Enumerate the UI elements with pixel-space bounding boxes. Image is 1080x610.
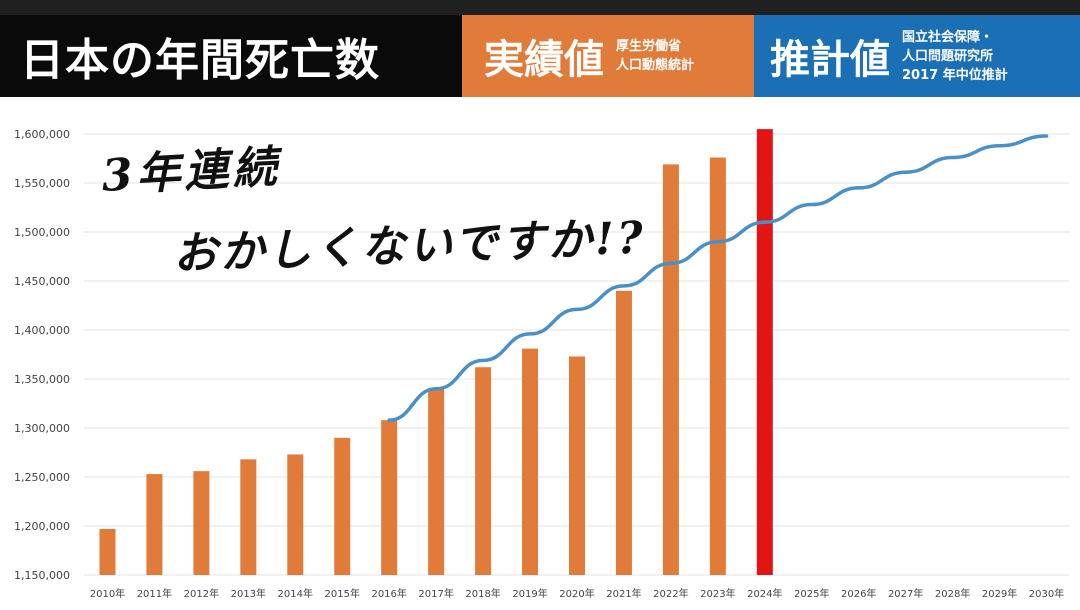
y-tick-label: 1,600,000 — [14, 128, 70, 141]
x-tick-label: 2017年 — [418, 587, 453, 600]
bar — [99, 528, 116, 575]
chart-title: 日本の年間死亡数 — [0, 15, 462, 97]
handwritten-comment: 3年連続 おかしくないですか!? — [100, 140, 647, 282]
bar — [381, 420, 398, 575]
bar — [756, 129, 773, 575]
x-tick-label: 2013年 — [231, 587, 266, 600]
actual-source-line: 厚生労働省 — [616, 39, 682, 54]
death-count-chart: 1,150,000 1,200,000 1,250,000 1,300,000 1,35… — [14, 128, 1070, 600]
x-tick-label: 2025年 — [794, 587, 829, 600]
bar — [334, 437, 351, 575]
x-tick-label: 2024年 — [747, 587, 782, 600]
x-tick-label: 2027年 — [888, 587, 923, 600]
x-tick-label: 2018年 — [465, 587, 500, 600]
top-strip — [0, 0, 1080, 15]
x-tick-label: 2026年 — [841, 587, 876, 600]
actual-source-note: 厚生労働省 人口動態統計 — [616, 37, 694, 75]
estimate-line — [387, 134, 1049, 422]
bar — [569, 356, 585, 575]
x-tick-label: 2029年 — [982, 587, 1017, 600]
bar — [522, 348, 539, 575]
y-tick-label: 1,200,000 — [14, 520, 70, 533]
y-tick-label: 1,250,000 — [14, 471, 70, 484]
actual-source-line: 人口動態統計 — [616, 58, 695, 73]
y-tick-label: 1,400,000 — [14, 324, 70, 337]
x-tick-label: 2020年 — [559, 587, 594, 600]
y-tick-label: 1,150,000 — [14, 569, 70, 582]
x-tick-label: 2012年 — [184, 587, 219, 600]
bar — [287, 454, 304, 575]
y-tick-label: 1,300,000 — [14, 422, 70, 435]
bar — [475, 367, 492, 575]
estimate-label: 推計値 — [770, 37, 890, 83]
bar — [240, 459, 257, 575]
estimate-source-line: 2017 年中位推計 — [902, 67, 1008, 83]
x-tick-label: 2022年 — [653, 587, 688, 600]
estimate-source-line: 国立社会保障・ — [902, 29, 994, 45]
x-tick-label: 2023年 — [700, 587, 735, 600]
y-tick-label: 1,450,000 — [14, 275, 70, 288]
bar — [709, 157, 726, 575]
estimate-legend-block: 推計値 国立社会保障・ 人口問題研究所 2017 年中位推計 — [754, 15, 1080, 97]
bar — [662, 164, 679, 575]
x-tick-label: 2015年 — [325, 587, 360, 600]
y-tick-label: 1,550,000 — [14, 177, 70, 190]
actual-legend-block: 実績値 厚生労働省 人口動態統計 — [462, 15, 754, 97]
x-tick-label: 2019年 — [512, 587, 547, 600]
comment-line-2: おかしくないですか!? — [172, 212, 647, 280]
y-tick-label: 1,350,000 — [14, 373, 70, 386]
bar — [146, 474, 163, 575]
estimate-source-line: 人口問題研究所 — [902, 48, 994, 64]
x-tick-label: 2030年 — [1029, 587, 1064, 600]
x-tick-label: 2011年 — [137, 587, 172, 600]
x-tick-label: 2028年 — [935, 587, 970, 600]
bar — [193, 471, 210, 575]
bar — [428, 388, 445, 575]
bar — [615, 290, 632, 575]
estimate-source-note: 国立社会保障・ 人口問題研究所 2017 年中位推計 — [902, 28, 1008, 85]
x-tick-label: 2010年 — [90, 587, 125, 600]
y-tick-label: 1,500,000 — [14, 226, 70, 239]
x-tick-label: 2016年 — [371, 587, 406, 600]
header-band: 日本の年間死亡数 実績値 厚生労働省 人口動態統計 推計値 国立社会保障・ 人口… — [0, 15, 1080, 97]
x-tick-label: 2014年 — [278, 587, 313, 600]
x-tick-label: 2021年 — [606, 587, 641, 600]
actual-label: 実績値 — [484, 37, 604, 83]
